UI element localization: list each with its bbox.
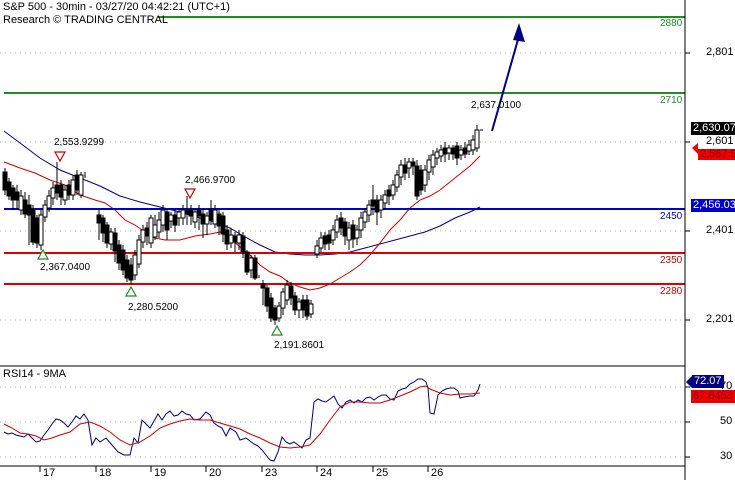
support-1-label: 2350 (660, 255, 683, 266)
x-tick-20: 20 (209, 467, 222, 479)
rsi-ma-value-tag: 67.6453 (691, 390, 735, 403)
low-annotation-3: 2,191.8601 (274, 340, 325, 351)
forecast-arrow-shaft (491, 35, 520, 132)
resistance-2-label: 2880 (660, 18, 683, 29)
forecast-arrow-head (513, 23, 525, 42)
rsi-tag-arrow (686, 376, 692, 388)
x-tick-18: 18 (99, 467, 112, 479)
ma-tag-arrow (692, 143, 698, 154)
support-2-label: 2280 (660, 286, 683, 297)
x-tick-24: 24 (320, 467, 333, 479)
price-tick-2601: 2,601 (706, 135, 734, 147)
x-tick-26: 26 (431, 467, 444, 479)
low-marker-3 (270, 324, 284, 336)
high-annotation-1: 2,553.9299 (54, 137, 105, 148)
price-grid (0, 52, 685, 321)
low-marker-2 (124, 285, 138, 297)
low-annotation-2: 2,280.5200 (128, 302, 179, 313)
rsi-tick-30: 30 (720, 450, 733, 462)
x-tick-17: 17 (43, 467, 56, 479)
price-tick-2201: 2,201 (706, 313, 734, 325)
pivot-label: 2450 (660, 211, 683, 222)
rsi-ma-line (3, 385, 481, 449)
rsi-value-tag: 72.07 (692, 375, 724, 388)
x-tick-25: 25 (376, 467, 389, 479)
low-annotation-1: 2,367.0400 (40, 262, 91, 273)
high-marker-1 (53, 151, 67, 163)
high-marker-2 (183, 188, 197, 200)
x-tick-23: 23 (265, 467, 278, 479)
price-tick-2801: 2,801 (706, 46, 734, 58)
chart-subtitle: Research © TRADING CENTRAL (3, 14, 168, 26)
rsi-line (3, 378, 481, 462)
chart-title: S&P 500 - 30min - 03/27/20 04:42:21 (UTC… (3, 1, 230, 13)
candlesticks (2, 125, 483, 325)
x-tick-19: 19 (154, 467, 167, 479)
low-marker-1 (36, 248, 50, 260)
rsi-title: RSI14 - 9MA (3, 368, 66, 380)
last-price-tag: 2,630.07 (691, 122, 735, 135)
pivot-value-tag: 2,456.03 (691, 199, 735, 212)
ma-value-tag: 2,567.97 (698, 149, 735, 160)
last-high-annotation: 2,637.0100 (471, 100, 522, 111)
price-tick-2401: 2,401 (706, 224, 734, 236)
slow-ma-line (3, 130, 481, 256)
high-annotation-2: 2,466.9700 (185, 175, 236, 186)
rsi-tick-50: 50 (720, 415, 733, 427)
resistance-1-label: 2710 (660, 95, 683, 106)
